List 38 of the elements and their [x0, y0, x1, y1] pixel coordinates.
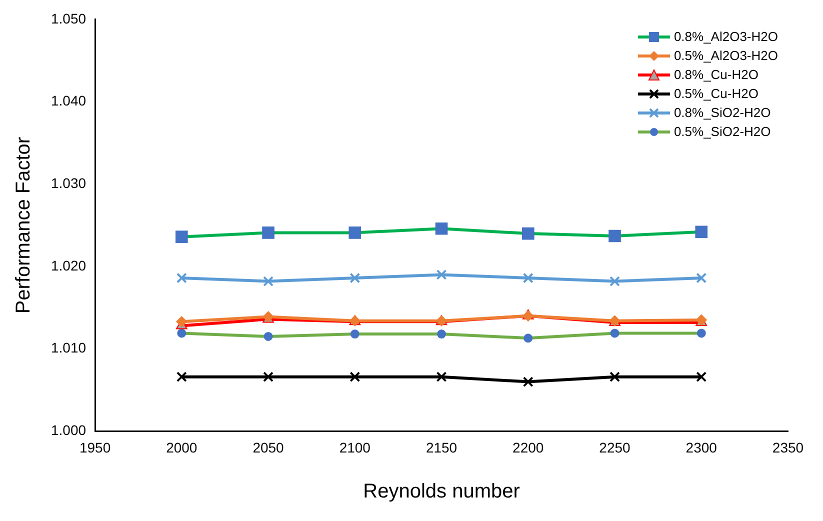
x-tick-label: 2250 — [599, 439, 631, 456]
point — [610, 372, 620, 382]
legend-label: 0.8%_Al2O3-H2O — [674, 29, 778, 44]
y-tick-label: 1.020 — [50, 257, 86, 274]
point — [176, 272, 187, 284]
point — [350, 372, 360, 382]
x-tick-label: 2200 — [512, 439, 544, 456]
point — [176, 372, 187, 382]
y-tick-label: 1.040 — [50, 92, 86, 109]
x-axis-title: Reynolds number — [363, 480, 520, 503]
x-tick-label: 2050 — [252, 439, 284, 456]
y-axis-title: Performance Factor — [12, 136, 35, 314]
y-tick-label: 1.050 — [50, 10, 86, 26]
point — [696, 372, 707, 382]
point — [263, 276, 274, 287]
point — [176, 316, 188, 328]
x-tick-label: 2300 — [686, 439, 718, 456]
y-tick-label: 1.000 — [50, 422, 86, 438]
point — [522, 272, 534, 284]
x-tick-label: 1950 — [79, 439, 111, 456]
point — [610, 276, 620, 287]
x-tick-label: 2100 — [339, 439, 371, 456]
legend-label: 0.5%_Cu-H2O — [674, 86, 758, 102]
y-tick-label: 1.010 — [50, 340, 86, 356]
legend-label: 0.8%_SiO2-H2O — [674, 105, 771, 120]
legend-label: 0.8%_Cu-H2O — [674, 67, 758, 82]
x-tick-label: 2350 — [772, 439, 804, 456]
point — [522, 376, 534, 388]
point — [436, 269, 447, 280]
point — [436, 372, 447, 382]
point — [350, 272, 360, 284]
legend-label: 0.5%_Al2O3-H2O — [674, 48, 778, 64]
x-tick-label: 2150 — [426, 439, 458, 456]
point — [263, 372, 274, 382]
legend-label: 0.5%_SiO2-H2O — [674, 124, 771, 140]
y-tick-label: 1.030 — [50, 174, 86, 191]
x-tick-label: 2000 — [166, 439, 198, 456]
point — [696, 272, 707, 284]
